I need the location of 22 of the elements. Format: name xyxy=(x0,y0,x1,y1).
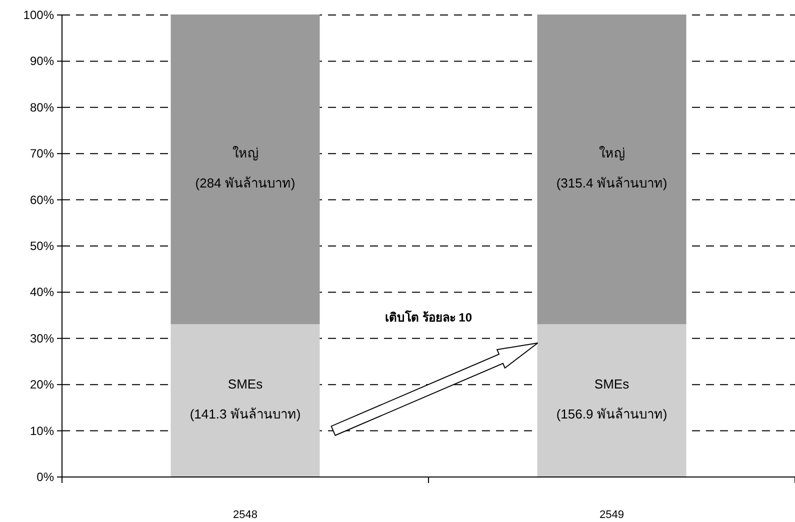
y-tick-label: 40% xyxy=(30,285,54,300)
annotation: (315.4 พันล้านบาท) xyxy=(556,175,668,190)
text: SMEs xyxy=(594,376,630,392)
series-label: ใหญ่ xyxy=(232,145,258,160)
y-tick-label: 50% xyxy=(30,239,54,253)
annotation: เติบโต ร้อยละ 10 xyxy=(384,310,472,325)
series-label: SMEs xyxy=(228,376,264,392)
y-tick-label: 80% xyxy=(30,100,54,114)
annotation: (141.3 พันล้านบาท) xyxy=(190,406,301,422)
annotation: (284 พันล้านบาท) xyxy=(195,175,296,190)
y-tick-label: 20% xyxy=(30,378,54,392)
y-tick-label: 60% xyxy=(30,192,54,207)
text: ใหญ่ xyxy=(598,145,625,160)
y-tick-label: 0% xyxy=(36,470,54,484)
y-tick-label: 100% xyxy=(23,8,54,22)
x-tick-label: 2548 xyxy=(233,509,258,521)
y-tick-label: 30% xyxy=(30,331,54,346)
annotation: (156.9 พันล้านบาท) xyxy=(556,406,668,422)
y-tick-label: 90% xyxy=(30,54,54,68)
y-tick-label: 10% xyxy=(30,424,54,438)
y-tick-label: 70% xyxy=(30,146,54,161)
x-tick-label: 2549 xyxy=(600,509,624,521)
